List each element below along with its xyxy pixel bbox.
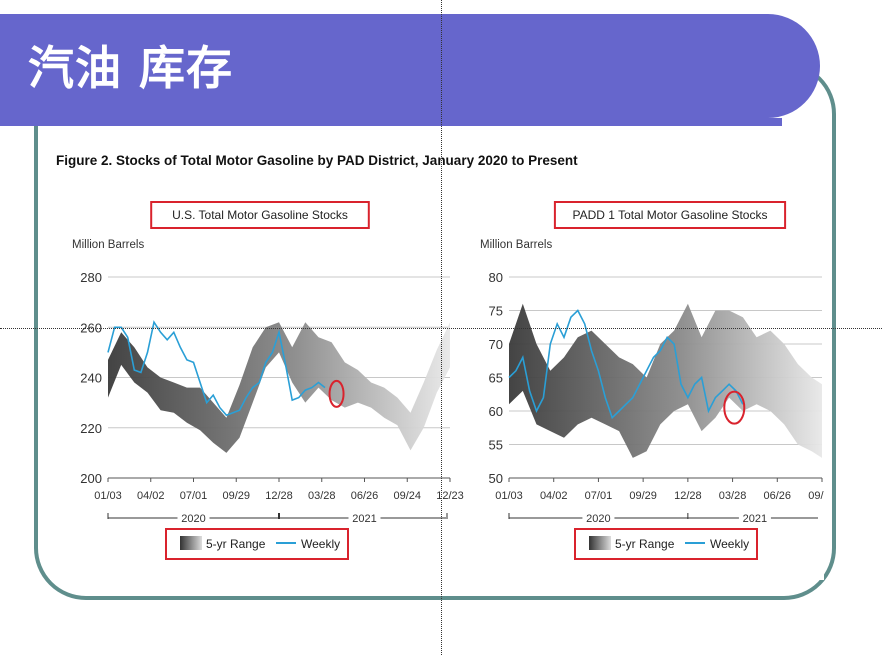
- year-label-bg: [348, 511, 381, 523]
- chart-title-box: [150, 201, 370, 229]
- x-tick-label: 01/03: [495, 490, 523, 502]
- year-label-bg: [177, 511, 210, 523]
- weekly-series-line: [107, 320, 326, 417]
- x-tick-label: 01/03: [94, 490, 122, 502]
- five-year-range-band: [108, 322, 450, 453]
- x-tick-label: 09/29: [222, 490, 250, 502]
- y-tick-label: 260: [80, 320, 102, 335]
- x-tick-label: 03/28: [719, 490, 747, 502]
- chart-title-box: [553, 201, 787, 229]
- annotation-circle: [723, 390, 746, 425]
- x-tick-label: 04/02: [137, 490, 165, 502]
- title-banner: [0, 14, 820, 118]
- x-tick-label: 09/24: [808, 490, 824, 502]
- y-tick-label: 70: [489, 337, 503, 352]
- y-tick-label: 80: [489, 270, 503, 285]
- y-tick-label: 60: [489, 404, 503, 419]
- chart-us-gasoline: U.S. Total Motor Gasoline Stocks Million …: [72, 201, 464, 560]
- chart-title: U.S. Total Motor Gasoline Stocks: [172, 208, 348, 222]
- y-tick-label: 220: [80, 421, 102, 436]
- legend-swatch-range: [180, 536, 202, 550]
- x-tick-label: 03/28: [308, 490, 336, 502]
- legend-label-weekly: Weekly: [710, 537, 749, 551]
- slide-title: 汽油 库存: [28, 41, 234, 95]
- y-tick-label: 55: [489, 438, 503, 453]
- legend-label-weekly: Weekly: [301, 537, 340, 551]
- figure-caption: Figure 2. Stocks of Total Motor Gasoline…: [56, 153, 578, 168]
- guide-line-vertical: [441, 0, 442, 655]
- guide-line-horizontal: [0, 328, 882, 329]
- y-tick-label: 65: [489, 371, 503, 386]
- year-label-bg: [582, 511, 615, 523]
- year-label: 2021: [743, 513, 767, 525]
- y-axis-label: Million Barrels: [72, 239, 144, 251]
- figure-panel: Figure 2. Stocks of Total Motor Gasoline…: [50, 140, 836, 580]
- year-label: 2020: [586, 513, 610, 525]
- x-tick-label: 06/26: [351, 490, 379, 502]
- year-label: 2021: [352, 513, 376, 525]
- year-label-bg: [738, 511, 771, 523]
- y-tick-label: 75: [489, 304, 503, 319]
- x-tick-label: 04/02: [540, 490, 568, 502]
- chart-padd1-gasoline: PADD 1 Total Motor Gasoline Stocks Millio…: [480, 201, 836, 560]
- x-tick-label: 07/01: [585, 490, 613, 502]
- y-tick-label: 240: [80, 371, 102, 386]
- figure-svg: Figure 2. Stocks of Total Motor Gasoline…: [56, 153, 836, 560]
- legend-label-range: 5-yr Range: [615, 537, 675, 551]
- y-tick-label: 280: [80, 270, 102, 285]
- x-tick-label: 12/28: [265, 490, 293, 502]
- annotation-circle: [328, 379, 345, 408]
- legend-label-range: 5-yr Range: [206, 537, 266, 551]
- x-tick-label: 07/01: [180, 490, 208, 502]
- legend-box: [165, 528, 349, 560]
- year-label: 2020: [181, 513, 205, 525]
- legend-swatch-range: [589, 536, 611, 550]
- five-year-range-band: [509, 303, 822, 458]
- x-tick-label: 06/26: [764, 490, 792, 502]
- y-axis-label: Million Barrels: [480, 239, 552, 251]
- x-tick-label: 09/29: [629, 490, 657, 502]
- weekly-series-line: [508, 309, 744, 420]
- y-tick-label: 200: [80, 471, 102, 486]
- x-tick-label: 12/23: [436, 490, 464, 502]
- title-underline: [0, 118, 782, 126]
- x-tick-label: 12/28: [674, 490, 702, 502]
- y-tick-label: 50: [489, 471, 503, 486]
- x-tick-label: 09/24: [393, 490, 421, 502]
- chart-title: PADD 1 Total Motor Gasoline Stocks: [573, 208, 768, 222]
